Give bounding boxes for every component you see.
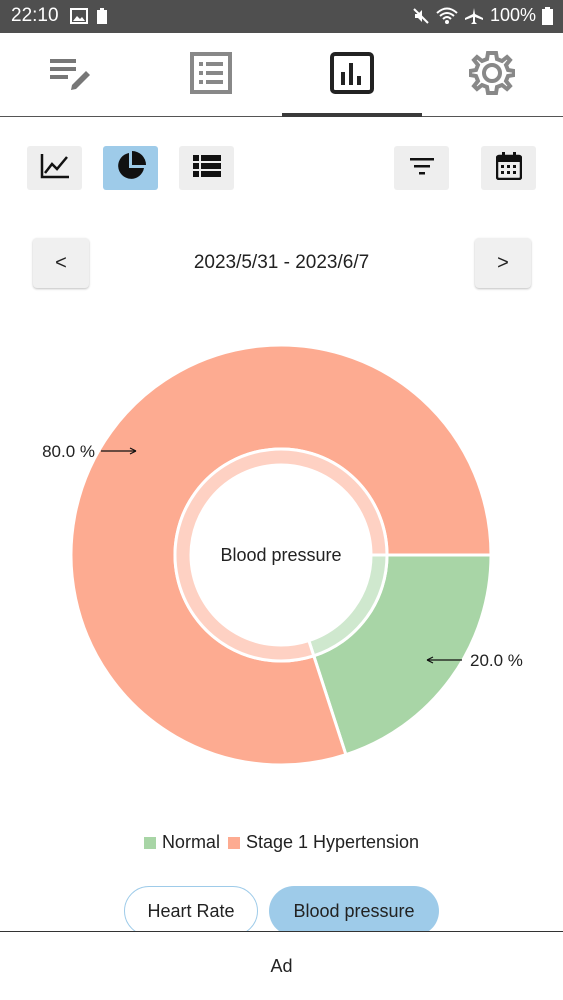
blood-pressure-donut-chart: 20.0 % 80.0 % Blood pressure [42, 343, 523, 767]
pie-chart-icon [116, 150, 146, 186]
data-label-normal: 20.0 % [470, 651, 523, 670]
date-range-label: 2023/5/31 - 2023/6/7 [193, 252, 370, 273]
legend-item-stage-1-hypertension: Stage 1 Hypertension [227, 832, 420, 853]
previous-range-button[interactable]: < [33, 238, 89, 288]
list-icon [190, 51, 232, 99]
next-range-button[interactable]: > [475, 238, 531, 288]
legend-label-normal: Normal [161, 832, 220, 852]
top-tab-bar [0, 33, 563, 117]
airplane-icon [464, 7, 484, 25]
legend-swatch-normal [143, 836, 156, 849]
ad-banner[interactable]: Ad [0, 931, 563, 1000]
table-icon [192, 154, 221, 182]
edit-list-icon [48, 53, 92, 98]
status-bar: 22:10 100% [0, 0, 563, 33]
line-chart-icon [40, 153, 70, 184]
wifi-icon [436, 7, 458, 25]
calendar-button[interactable] [481, 146, 536, 190]
calendar-icon [495, 151, 522, 185]
heart-rate-button[interactable]: Heart Rate [124, 886, 258, 936]
status-time: 22:10 [11, 5, 59, 26]
slice-inner-ring-stage-1-hypertension [173, 447, 389, 663]
line-chart-button[interactable] [27, 146, 82, 190]
filter-icon [409, 156, 435, 181]
legend-swatch-stage-1-hypertension [227, 836, 240, 849]
tab-chart[interactable] [282, 33, 422, 117]
slice-normal[interactable] [311, 553, 493, 757]
legend-item-normal: Normal [143, 832, 220, 853]
legend-label-stage-1-hypertension: Stage 1 Hypertension [245, 832, 420, 852]
leader-arrowhead-stage-1-hypertension [129, 447, 137, 455]
battery-icon [542, 6, 553, 25]
tab-settings[interactable] [422, 33, 562, 117]
chart-center-title: Blood pressure [220, 545, 341, 565]
pie-chart-button[interactable] [103, 146, 158, 190]
blood-pressure-button[interactable]: Blood pressure [269, 886, 439, 936]
battery-saver-icon [96, 8, 108, 30]
mute-icon [412, 7, 430, 25]
chart-legend: Normal Stage 1 Hypertension [0, 832, 563, 853]
table-view-button[interactable] [179, 146, 234, 190]
filter-button[interactable] [394, 146, 449, 190]
battery-text: 100% [489, 5, 536, 25]
gear-icon [468, 50, 516, 101]
image-icon [70, 8, 88, 30]
leader-arrowhead-normal [426, 656, 434, 664]
ad-label: Ad [270, 955, 293, 976]
data-label-stage-1-hypertension: 80.0 % [42, 442, 95, 461]
tab-list[interactable] [141, 33, 281, 117]
tab-edit-entry[interactable] [0, 33, 140, 117]
bar-chart-icon [330, 51, 374, 99]
